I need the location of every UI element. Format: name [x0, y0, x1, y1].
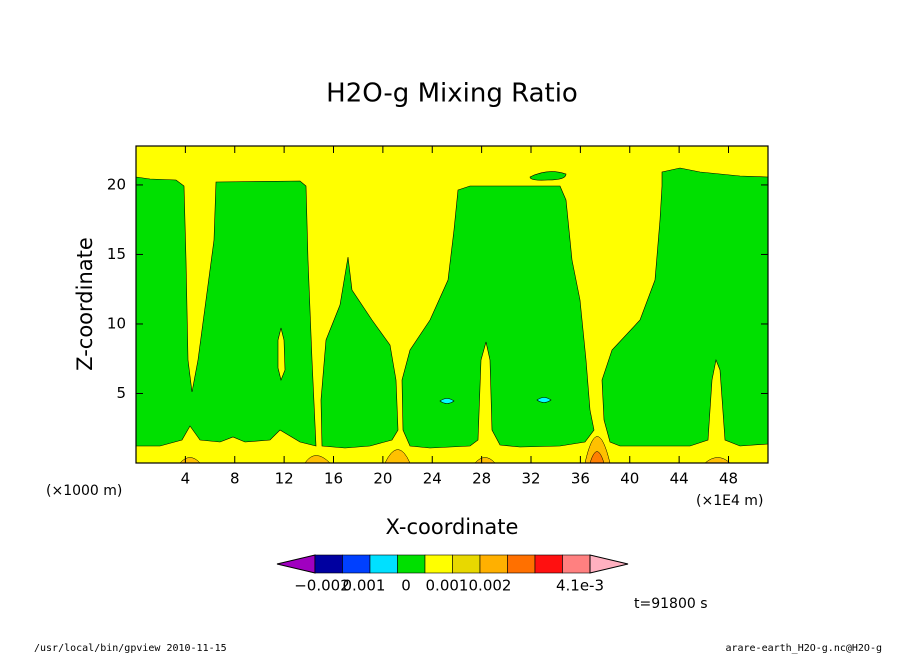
colorbar-box — [369, 554, 398, 574]
x-unit-note: (×1E4 m) — [696, 493, 763, 509]
contour-island — [439, 398, 455, 404]
x-tick-label: 24 — [423, 470, 442, 488]
x-tick-label: 44 — [670, 470, 689, 488]
contour-region — [320, 256, 399, 449]
x-tick-label: 8 — [230, 470, 240, 488]
y-tick-label: 15 — [107, 245, 126, 263]
x-tick-label: 20 — [373, 470, 392, 488]
x-axis-label: X-coordinate — [386, 515, 519, 539]
colorbar-box — [562, 554, 591, 574]
colorbar-label: −0.002 — [294, 577, 350, 595]
x-tick-label: 40 — [620, 470, 639, 488]
colorbar-label: 4.1e-3 — [556, 577, 604, 595]
contour-island — [529, 171, 567, 181]
colorbar-label: 0.002 — [469, 577, 512, 595]
chart-title: H2O-g Mixing Ratio — [326, 79, 578, 109]
x-tick-label: 48 — [719, 470, 738, 488]
x-tick-label: 36 — [571, 470, 590, 488]
time-label: t=91800 s — [634, 596, 708, 612]
colorbar-box — [397, 554, 426, 574]
contour-island — [277, 327, 286, 381]
x-tick-label: 28 — [472, 470, 491, 488]
colorbar-box — [314, 554, 343, 574]
contour-region — [401, 185, 595, 449]
colorbar-box — [452, 554, 481, 574]
colorbar-label: 0 — [401, 577, 411, 595]
colorbar-box — [479, 554, 508, 574]
y-axis-label: Z-coordinate — [73, 237, 97, 371]
x-tick-label: 16 — [324, 470, 343, 488]
contour-region — [135, 176, 317, 447]
x-tick-label: 4 — [181, 470, 191, 488]
plot-frame — [135, 145, 769, 464]
colorbar-label: 0.001 — [426, 577, 469, 595]
y-tick-label: 5 — [116, 384, 126, 402]
footer-left: /usr/local/bin/gpview 2010-11-15 — [34, 643, 227, 654]
colorbar-label: 0.001 — [343, 577, 386, 595]
y-tick-label: 20 — [107, 175, 126, 193]
colorbar-box — [534, 554, 563, 574]
y-unit-note: (×1000 m) — [46, 483, 122, 499]
colorbar-box — [424, 554, 453, 574]
x-tick-label: 32 — [521, 470, 540, 488]
colorbar-end — [589, 554, 629, 574]
colorbar-box — [342, 554, 371, 574]
y-tick-label: 10 — [107, 314, 126, 332]
contour-mounds — [179, 436, 731, 464]
colorbar-box — [507, 554, 536, 574]
contour-field — [135, 145, 769, 464]
contour-island — [536, 397, 552, 403]
contour-region — [601, 167, 769, 447]
footer-right: arare-earth_H2O-g.nc@H2O-g — [725, 643, 882, 654]
x-tick-label: 12 — [275, 470, 294, 488]
